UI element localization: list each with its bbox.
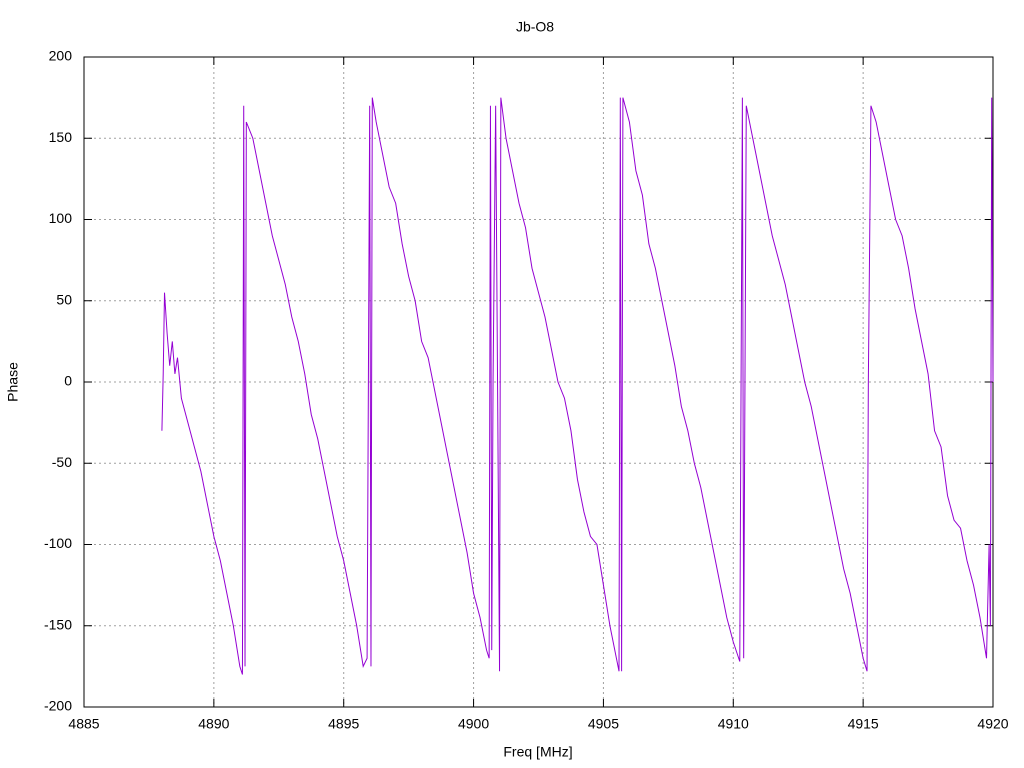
- y-axis-label: Phase: [5, 362, 21, 402]
- x-tick-label: 4915: [848, 716, 879, 732]
- x-tick-label: 4895: [328, 716, 359, 732]
- y-tick-label: 150: [49, 129, 73, 145]
- y-tick-label: -200: [44, 698, 72, 714]
- x-tick-label: 4920: [977, 716, 1008, 732]
- y-tick-label: 100: [49, 210, 73, 226]
- x-tick-label: 4905: [588, 716, 619, 732]
- y-tick-label: -50: [52, 454, 72, 470]
- x-tick-label: 4910: [718, 716, 749, 732]
- data-line: [161, 97, 994, 675]
- y-tick-label: 0: [64, 373, 72, 389]
- y-tick-label: -150: [44, 616, 72, 632]
- chart-title: Jb-O8: [516, 19, 554, 35]
- y-tick-label: 200: [49, 48, 73, 64]
- x-tick-label: 4885: [68, 716, 99, 732]
- x-axis-label: Freq [MHz]: [503, 744, 572, 760]
- x-tick-label: 4900: [458, 716, 489, 732]
- y-tick-label: 50: [56, 291, 72, 307]
- x-tick-label: 4890: [198, 716, 229, 732]
- y-tick-label: -100: [44, 535, 72, 551]
